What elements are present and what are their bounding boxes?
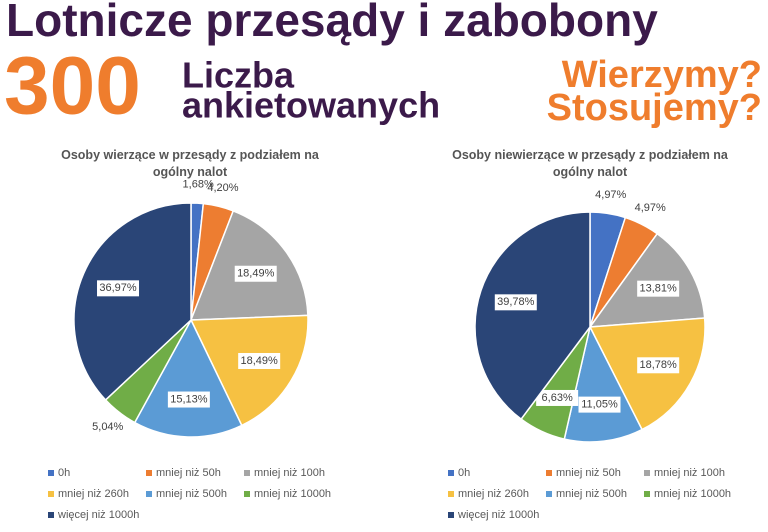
legend-swatch [146,470,152,476]
legend-swatch [448,512,454,518]
pie-slice [189,209,309,321]
legend-swatch [48,512,54,518]
legend-label: mniej niż 500h [156,488,227,500]
question: Stosujemy? [547,87,762,129]
data-label: 1,68% [183,178,214,190]
label-box [637,357,680,374]
chart-title: Osoby niewierzące w przesądy z podziałem… [452,148,728,179]
legend-label: mniej niż 100h [254,467,325,479]
legend-label: 0h [58,467,70,479]
count-label: Liczba [182,55,295,96]
legend-swatch [48,470,54,476]
data-label: 18,49% [241,355,279,367]
legend-label: mniej niż 1000h [254,488,331,500]
pie-slice [189,314,309,427]
label-box [167,391,210,408]
legend-swatch [448,470,454,476]
respondent-count: 300 [4,41,141,132]
label-box [238,352,281,369]
data-label: 11,05% [581,399,618,411]
legend-swatch [644,470,650,476]
main-title: Lotnicze przesądy i zabobony [6,0,658,46]
data-label: 5,04% [92,421,123,433]
legend-swatch [244,491,250,497]
legend-swatch [644,491,650,497]
label-box [97,280,140,297]
data-label: 13,81% [640,283,678,295]
legend-label: 0h [458,467,470,479]
data-label: 39,78% [497,296,535,308]
pie-slice [133,318,243,438]
legend-swatch [546,470,552,476]
count-label: ankietowanych [182,85,440,126]
legend-swatch [546,491,552,497]
chart-title: Osoby wierzące w przesądy z podziałem na… [61,148,319,179]
data-label: 6,63% [542,392,573,404]
legend-label: więcej niż 1000h [57,509,139,521]
legend-swatch [244,470,250,476]
legend-label: mniej niż 260h [58,488,129,500]
pie-slice [588,317,706,431]
pie-slice [73,202,192,401]
legend-label: mniej niż 50h [156,467,221,479]
data-label: 4,97% [595,189,626,201]
label-box [578,396,621,413]
data-label: 18,49% [237,268,275,280]
pie-slice [588,232,706,328]
label-box [234,265,277,282]
data-label: 4,20% [207,182,238,194]
legend-label: mniej niż 50h [556,467,621,479]
legend-swatch [48,491,54,497]
legend-label: mniej niż 500h [556,488,627,500]
question: Wierzymy? [562,54,762,96]
data-label: 15,13% [170,393,208,405]
legend-swatch [146,491,152,497]
legend-label: mniej niż 100h [654,467,725,479]
legend-label: mniej niż 1000h [654,488,731,500]
label-box [637,280,680,297]
data-label: 18,78% [640,359,678,371]
legend-label: więcej niż 1000h [457,509,539,521]
data-label: 4,97% [635,202,666,214]
data-label: 36,97% [99,282,137,294]
label-box [494,294,537,311]
legend-swatch [448,491,454,497]
pie-slice [474,211,591,421]
label-box [536,389,579,406]
legend-label: mniej niż 260h [458,488,529,500]
